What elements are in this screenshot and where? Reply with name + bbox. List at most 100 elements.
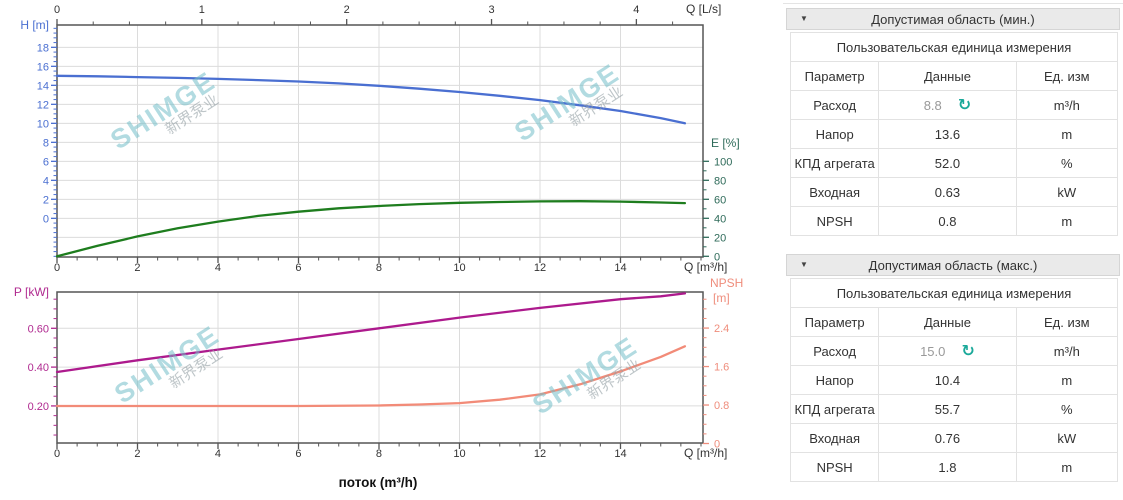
svg-text:2: 2: [134, 262, 140, 274]
svg-text:0.8: 0.8: [714, 400, 729, 412]
value-cell: 52.0: [878, 148, 1017, 178]
svg-text:0.60: 0.60: [28, 323, 49, 335]
table-row: NPSH 0.8 m: [789, 206, 1119, 236]
svg-text:Q [m³/h]: Q [m³/h]: [684, 260, 727, 274]
column-header-unit: Ед. изм: [1015, 61, 1119, 91]
svg-text:14: 14: [614, 448, 626, 460]
value-cell: 10.4: [878, 365, 1017, 395]
svg-text:20: 20: [714, 232, 726, 244]
flow-value: 8.8: [923, 97, 942, 113]
svg-text:0: 0: [54, 448, 60, 460]
svg-text:E [%]: E [%]: [711, 136, 740, 150]
value-cell: 55.7: [878, 394, 1017, 424]
svg-text:4: 4: [215, 448, 221, 460]
table-row: Пользовательская единица измерения: [790, 278, 1118, 308]
svg-text:18: 18: [37, 42, 49, 54]
value-cell: 0.8: [878, 206, 1017, 236]
unit-cell: m: [1015, 119, 1119, 149]
table-row: Напор 13.6 m: [789, 119, 1119, 149]
svg-text:14: 14: [614, 262, 626, 274]
svg-text:поток (m³/h): поток (m³/h): [339, 475, 418, 490]
chevron-down-icon: ▼: [800, 14, 808, 23]
svg-text:8: 8: [376, 448, 382, 460]
column-header-data: Данные: [878, 61, 1017, 91]
column-header-param: Параметр: [789, 307, 880, 337]
npsh-curve: [55, 345, 687, 408]
unit-cell: %: [1015, 148, 1119, 178]
chevron-down-icon: ▼: [800, 260, 808, 269]
param-cell: NPSH: [789, 452, 880, 482]
param-cell: NPSH: [789, 206, 880, 236]
column-header-unit: Ед. изм: [1015, 307, 1119, 337]
column-header-param: Параметр: [789, 61, 880, 91]
svg-text:6: 6: [43, 156, 49, 168]
svg-text:0: 0: [714, 439, 720, 451]
svg-text:2.4: 2.4: [714, 323, 729, 335]
min-region-header[interactable]: ▼ Допустимая область (мин.): [786, 8, 1120, 30]
refresh-icon[interactable]: ↻: [961, 341, 975, 360]
table-row: Расход 15.0 ↻ m³/h: [789, 336, 1119, 366]
svg-text:4: 4: [215, 262, 221, 274]
svg-text:2: 2: [134, 448, 140, 460]
svg-text:0.20: 0.20: [28, 401, 49, 413]
table-row: КПД агрегата 55.7 %: [789, 394, 1119, 424]
allowed-region-panel: ▼ Допустимая область (мин.) Пользователь…: [783, 3, 1123, 495]
max-region-section: ▼ Допустимая область (макс.) Пользовател…: [786, 254, 1120, 482]
unit-cell: m³/h: [1015, 336, 1119, 366]
svg-text:16: 16: [37, 61, 49, 73]
svg-text:P [kW]: P [kW]: [14, 285, 49, 299]
svg-text:12: 12: [534, 448, 546, 460]
param-cell: КПД агрегата: [789, 148, 880, 178]
svg-text:14: 14: [37, 80, 49, 92]
value-cell: 8.8 ↻: [878, 90, 1017, 120]
value-cell: 1.8: [878, 452, 1017, 482]
value-cell: 13.6: [878, 119, 1017, 149]
svg-text:Q [m³/h]: Q [m³/h]: [684, 446, 727, 460]
unit-cell: m: [1015, 452, 1119, 482]
value-cell: 0.63: [878, 177, 1017, 207]
pump-curves-chart: 0 2 4 6 8 10 12 14 Q [m³/h] 0 1 2 3 4 Q [L/s] 0 2 4 6 8 10 12…: [14, 2, 743, 490]
min-region-section: ▼ Допустимая область (мин.) Пользователь…: [786, 8, 1120, 236]
svg-text:6: 6: [295, 448, 301, 460]
svg-text:6: 6: [295, 262, 301, 274]
param-cell: Входная: [789, 423, 880, 453]
table-row: Входная 0.63 kW: [789, 177, 1119, 207]
svg-text:60: 60: [714, 194, 726, 206]
power-curve: [55, 292, 687, 374]
table-row: Входная 0.76 kW: [789, 423, 1119, 453]
unit-cell: kW: [1015, 177, 1119, 207]
svg-text:Q [L/s]: Q [L/s]: [686, 2, 721, 16]
table-row: Пользовательская единица измерения: [790, 32, 1118, 62]
svg-text:1: 1: [199, 4, 205, 16]
param-cell: Напор: [789, 119, 880, 149]
max-region-header[interactable]: ▼ Допустимая область (макс.): [786, 254, 1120, 276]
svg-text:8: 8: [376, 262, 382, 274]
unit-cell: m³/h: [1015, 90, 1119, 120]
value-cell: 0.76: [878, 423, 1017, 453]
unit-system-label: Пользовательская единица измерения: [790, 32, 1118, 62]
svg-text:0: 0: [54, 262, 60, 274]
unit-cell: %: [1015, 394, 1119, 424]
unit-cell: m: [1015, 365, 1119, 395]
table-row: КПД агрегата 52.0 %: [789, 148, 1119, 178]
param-cell: Напор: [789, 365, 880, 395]
refresh-icon[interactable]: ↻: [957, 95, 972, 114]
svg-text:12: 12: [534, 262, 546, 274]
svg-text:4: 4: [43, 175, 49, 187]
svg-text:10: 10: [453, 448, 465, 460]
param-cell: Расход: [789, 90, 880, 120]
svg-text:[m]: [m]: [713, 291, 730, 305]
column-header-data: Данные: [878, 307, 1017, 337]
svg-text:80: 80: [714, 175, 726, 187]
section-title: Допустимая область (мин.): [871, 11, 1035, 27]
svg-text:10: 10: [37, 118, 49, 130]
unit-cell: kW: [1015, 423, 1119, 453]
param-cell: Расход: [789, 336, 880, 366]
table-row: NPSH 1.8 m: [789, 452, 1119, 482]
table-row: Напор 10.4 m: [789, 365, 1119, 395]
value-cell: 15.0 ↻: [878, 336, 1017, 366]
svg-text:1.6: 1.6: [714, 362, 729, 374]
